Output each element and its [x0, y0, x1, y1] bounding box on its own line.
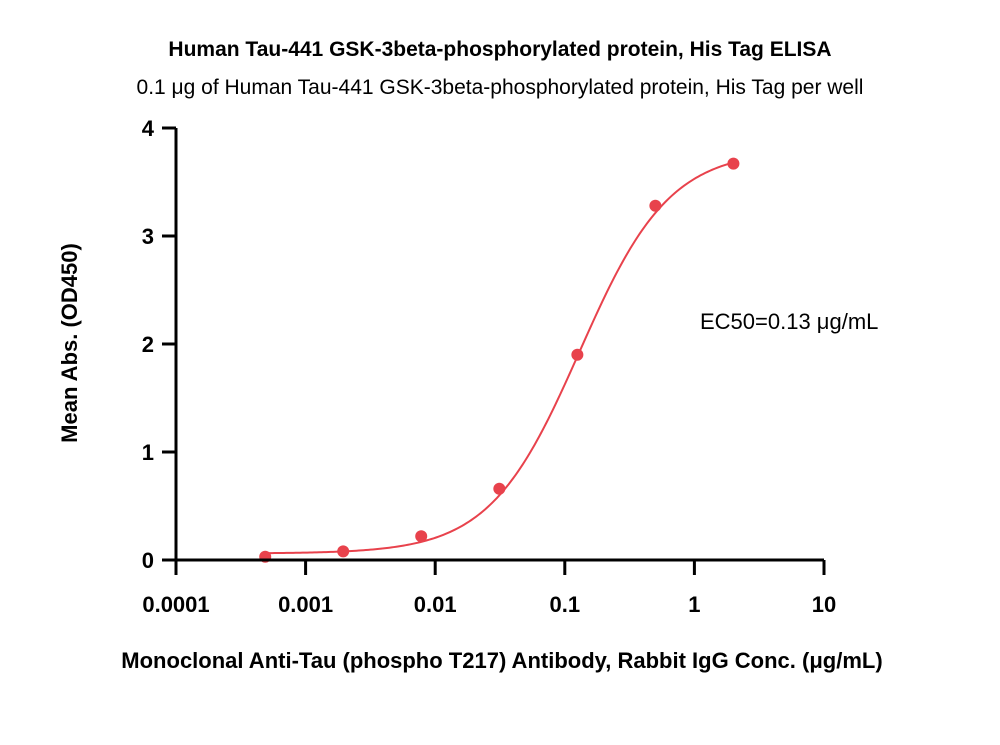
x-tick-label: 0.01 [414, 592, 457, 617]
y-axis-ticks: 0 1 2 3 4 [142, 116, 176, 573]
chart-subtitle: 0.1 μg of Human Tau-441 GSK-3beta-phosph… [137, 76, 864, 99]
x-tick-label: 0.1 [550, 592, 581, 617]
y-tick-label: 1 [142, 440, 154, 465]
x-axis-label: Monoclonal Anti-Tau (phospho T217) Antib… [121, 648, 882, 673]
x-tick-label: 0.001 [278, 592, 333, 617]
y-tick-label: 3 [142, 224, 154, 249]
y-axis-label: Mean Abs. (OD450) [57, 243, 82, 443]
x-tick-label: 10 [812, 592, 836, 617]
y-tick-label: 0 [142, 548, 154, 573]
data-point [727, 157, 740, 170]
data-point [649, 199, 662, 212]
data-point [415, 530, 428, 543]
data-points-layer [259, 157, 740, 563]
data-point [571, 348, 584, 361]
ec50-annotation: EC50=0.13 μg/mL [700, 309, 878, 334]
y-tick-label: 4 [142, 116, 155, 141]
chart-title: Human Tau-441 GSK-3beta-phosphorylated p… [168, 38, 831, 61]
x-axis-ticks: 0.0001 0.001 0.01 0.1 1 10 [142, 560, 836, 617]
y-tick-label: 2 [142, 332, 154, 357]
x-tick-label: 0.0001 [142, 592, 209, 617]
data-point [337, 545, 350, 558]
data-point [493, 482, 506, 495]
x-tick-label: 1 [688, 592, 700, 617]
